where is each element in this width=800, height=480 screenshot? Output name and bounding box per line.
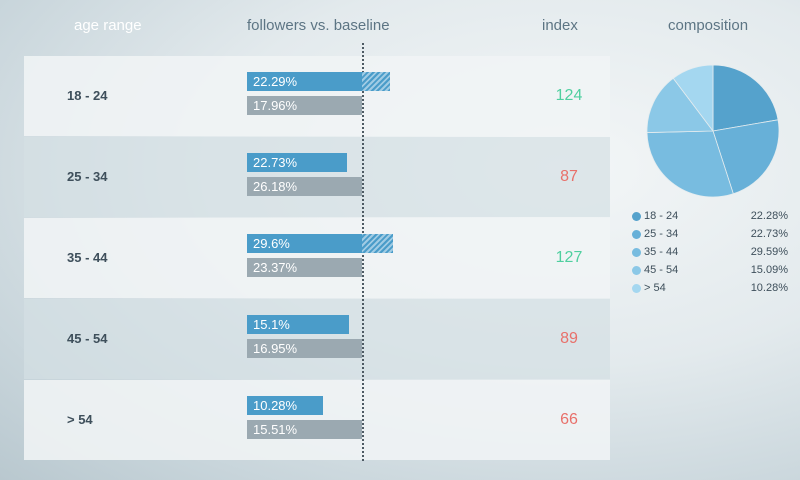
age-range-label: 18 - 24 bbox=[67, 88, 108, 103]
baseline-bar: 26.18% bbox=[247, 177, 362, 196]
legend-item: 35 - 44 29.59% bbox=[632, 244, 790, 261]
age-range-label: 25 - 34 bbox=[67, 169, 108, 184]
legend-value: 22.73% bbox=[750, 228, 788, 240]
header-composition: composition bbox=[668, 17, 749, 34]
legend-label: 25 - 34 bbox=[644, 228, 679, 240]
age-range-label: > 54 bbox=[67, 412, 93, 427]
pie-slice bbox=[712, 119, 780, 195]
legend-dot-icon bbox=[632, 284, 641, 293]
legend-label: 35 - 44 bbox=[644, 246, 679, 258]
header-followers-vs-baseline: followers vs. baseline bbox=[247, 17, 390, 34]
index-value: 66 bbox=[560, 411, 578, 428]
legend-value: 15.09% bbox=[750, 264, 788, 276]
index-value: 127 bbox=[555, 249, 583, 266]
pie-slice bbox=[672, 64, 714, 133]
followers-bar: 10.28% bbox=[247, 396, 324, 415]
legend-value: 10.28% bbox=[750, 282, 788, 294]
index-value: 89 bbox=[560, 330, 578, 347]
baseline-bar: 15.51% bbox=[247, 420, 362, 439]
legend-label: 45 - 54 bbox=[644, 264, 679, 276]
age-range-label: 45 - 54 bbox=[67, 331, 108, 346]
pie-slice bbox=[646, 130, 734, 198]
legend-label: 18 - 24 bbox=[644, 210, 679, 222]
followers-bar: 22.73% bbox=[247, 153, 347, 172]
baseline-bar: 16.95% bbox=[247, 339, 362, 358]
above-baseline-hatch bbox=[362, 72, 390, 91]
baseline-bar: 23.37% bbox=[247, 258, 362, 277]
index-value: 124 bbox=[555, 87, 583, 104]
legend-item: 25 - 34 22.73% bbox=[632, 226, 790, 243]
composition-pie-chart bbox=[646, 64, 780, 198]
legend-item: 45 - 54 15.09% bbox=[632, 262, 790, 279]
age-range-label: 35 - 44 bbox=[67, 250, 108, 265]
legend-dot-icon bbox=[632, 266, 641, 275]
legend-value: 29.59% bbox=[750, 246, 788, 258]
header-index: index bbox=[542, 17, 578, 34]
legend-item: 18 - 24 22.28% bbox=[632, 208, 790, 225]
legend-dot-icon bbox=[632, 248, 641, 257]
legend-value: 22.28% bbox=[750, 210, 788, 222]
pie-slice bbox=[646, 77, 714, 133]
header-age-range: age range bbox=[74, 17, 142, 34]
baseline-bar: 17.96% bbox=[247, 96, 362, 115]
legend-dot-icon bbox=[632, 212, 641, 221]
pie-slice bbox=[712, 64, 779, 132]
followers-bar: 15.1% bbox=[247, 315, 350, 334]
followers-bar: 22.29% bbox=[247, 72, 390, 91]
legend-dot-icon bbox=[632, 230, 641, 239]
index-value: 87 bbox=[560, 168, 578, 185]
legend-item: > 54 10.28% bbox=[632, 280, 790, 297]
followers-bar: 29.6% bbox=[247, 234, 393, 253]
legend-label: > 54 bbox=[644, 282, 666, 294]
above-baseline-hatch bbox=[362, 234, 393, 253]
